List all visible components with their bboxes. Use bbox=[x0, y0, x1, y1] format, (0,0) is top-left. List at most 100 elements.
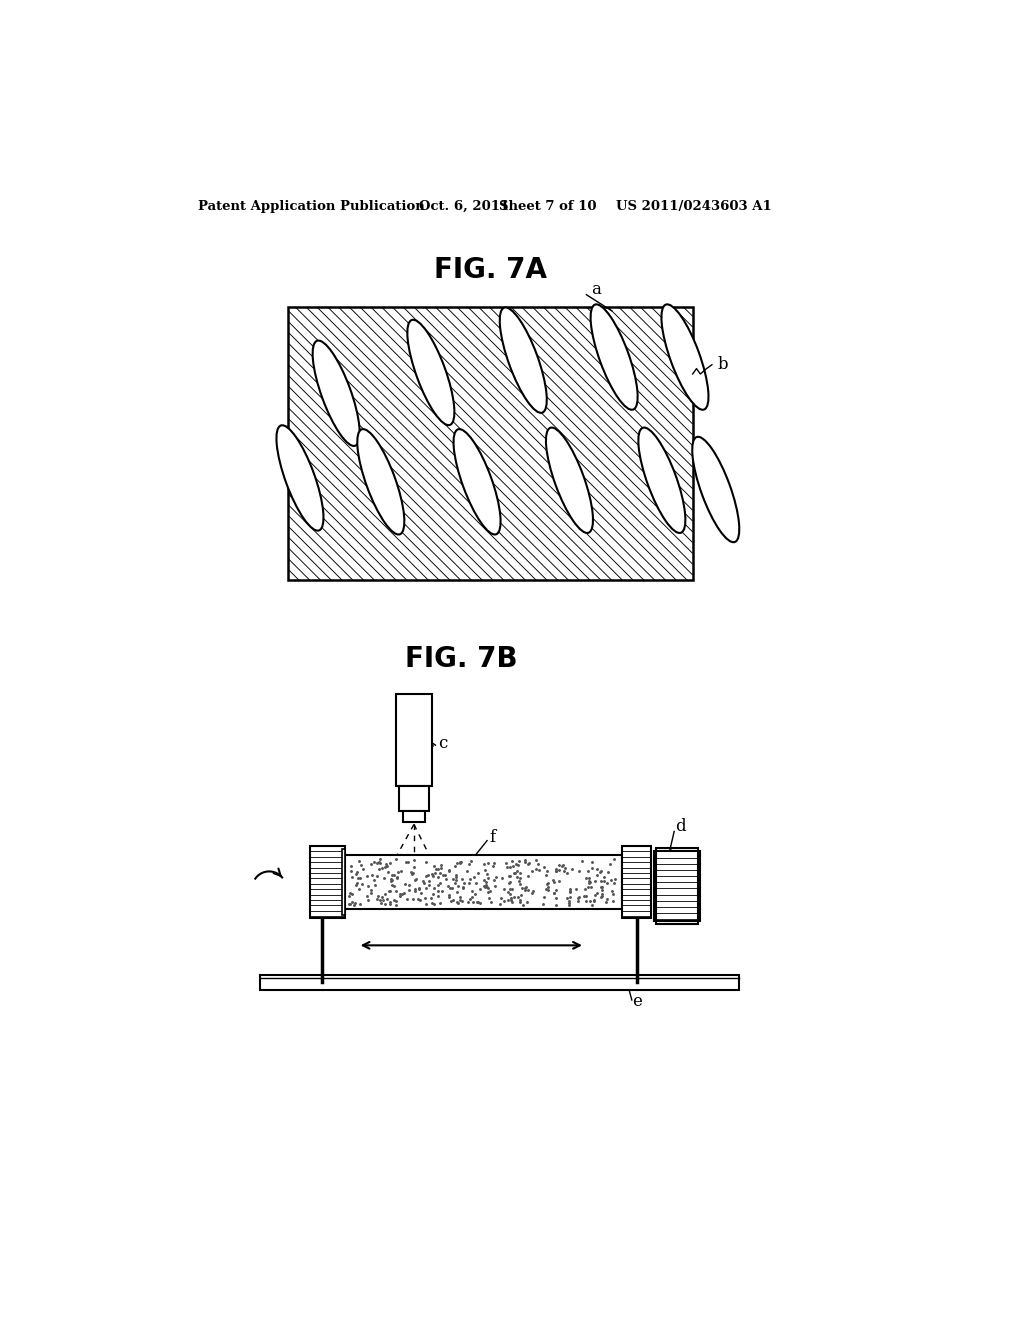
Point bbox=[559, 887, 575, 908]
Point bbox=[370, 886, 386, 907]
Point bbox=[470, 892, 486, 913]
Text: b: b bbox=[717, 356, 728, 374]
Point bbox=[468, 873, 484, 894]
Point bbox=[378, 853, 394, 874]
Point bbox=[479, 878, 496, 899]
Point bbox=[362, 882, 379, 903]
Point bbox=[555, 854, 571, 875]
Point bbox=[577, 879, 593, 900]
Point bbox=[432, 873, 449, 894]
Ellipse shape bbox=[454, 429, 501, 535]
Point bbox=[425, 884, 441, 906]
Point bbox=[432, 892, 449, 913]
Point bbox=[374, 858, 390, 879]
Point bbox=[464, 886, 480, 907]
Point bbox=[498, 853, 514, 874]
Point bbox=[470, 863, 486, 884]
Point bbox=[436, 865, 453, 886]
Ellipse shape bbox=[662, 305, 709, 409]
Point bbox=[519, 891, 536, 912]
Ellipse shape bbox=[591, 305, 638, 409]
Text: US 2011/0243603 A1: US 2011/0243603 A1 bbox=[615, 199, 771, 213]
Point bbox=[593, 861, 609, 882]
Point bbox=[485, 853, 502, 874]
Point bbox=[433, 858, 450, 879]
Point bbox=[404, 888, 421, 909]
Point bbox=[581, 867, 597, 888]
Bar bbox=[289, 308, 692, 581]
Point bbox=[502, 871, 518, 892]
Point bbox=[589, 858, 605, 879]
Point bbox=[347, 863, 364, 884]
Point bbox=[504, 891, 520, 912]
Point bbox=[447, 870, 464, 891]
Point bbox=[362, 879, 379, 900]
Point bbox=[516, 879, 532, 900]
Point bbox=[348, 873, 365, 894]
Point bbox=[555, 861, 571, 882]
Point bbox=[452, 886, 468, 907]
Point bbox=[516, 850, 532, 871]
Point bbox=[512, 874, 528, 895]
Point bbox=[441, 859, 458, 880]
Point bbox=[584, 858, 600, 879]
Point bbox=[379, 855, 395, 876]
Point bbox=[415, 870, 431, 891]
Point bbox=[365, 865, 381, 886]
Point bbox=[440, 875, 457, 896]
Point bbox=[404, 863, 421, 884]
Point bbox=[366, 851, 382, 873]
Point bbox=[344, 866, 360, 887]
Bar bbox=[310, 846, 345, 919]
Point bbox=[546, 882, 562, 903]
Bar bbox=[342, 855, 622, 909]
Point bbox=[578, 869, 594, 890]
Point bbox=[387, 895, 403, 916]
Point bbox=[596, 871, 612, 892]
Point bbox=[501, 865, 517, 886]
Point bbox=[569, 887, 586, 908]
Point bbox=[594, 886, 610, 907]
Point bbox=[476, 854, 493, 875]
Point bbox=[497, 878, 513, 899]
Point bbox=[418, 866, 434, 887]
Point bbox=[349, 867, 366, 888]
Point bbox=[411, 878, 427, 899]
Point bbox=[523, 882, 540, 903]
Point bbox=[449, 892, 465, 913]
Point bbox=[399, 851, 416, 873]
Point bbox=[604, 883, 621, 904]
Point bbox=[483, 891, 500, 912]
Point bbox=[509, 867, 525, 888]
Point bbox=[426, 855, 442, 876]
Point bbox=[586, 890, 602, 911]
Point bbox=[573, 850, 590, 871]
Point bbox=[472, 892, 488, 913]
Text: Patent Application Publication: Patent Application Publication bbox=[199, 199, 425, 213]
Point bbox=[562, 878, 579, 899]
Point bbox=[546, 882, 562, 903]
Point bbox=[580, 861, 596, 882]
Bar bbox=[656, 849, 698, 924]
Point bbox=[352, 867, 369, 888]
Point bbox=[344, 883, 360, 904]
Point bbox=[406, 850, 422, 871]
Point bbox=[605, 849, 622, 870]
Point bbox=[548, 895, 564, 916]
Point bbox=[557, 857, 573, 878]
Point bbox=[440, 884, 457, 906]
Point bbox=[449, 882, 465, 903]
Point bbox=[510, 886, 526, 907]
Text: FIG. 7A: FIG. 7A bbox=[434, 256, 548, 284]
Point bbox=[519, 879, 536, 900]
Point bbox=[441, 876, 458, 898]
Point bbox=[416, 873, 432, 894]
Point bbox=[482, 880, 499, 902]
Point bbox=[444, 878, 461, 899]
Point bbox=[600, 862, 616, 883]
Point bbox=[373, 892, 389, 913]
Point bbox=[570, 886, 587, 907]
Point bbox=[480, 882, 497, 903]
Point bbox=[593, 887, 609, 908]
Point bbox=[528, 858, 545, 879]
